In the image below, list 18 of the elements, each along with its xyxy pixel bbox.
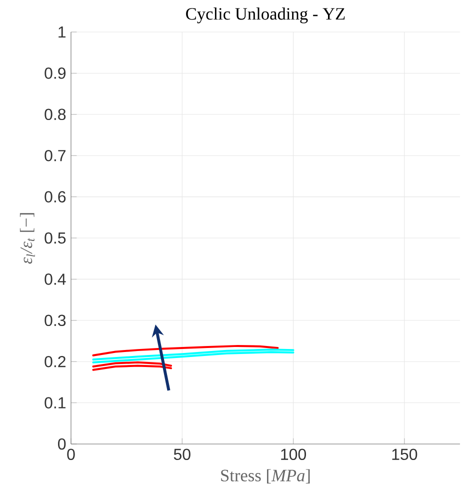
y-tick-label: 0.3 [44, 314, 66, 326]
y-tick-label: 0.4 [44, 274, 66, 285]
y-tick-label: 1 [58, 26, 66, 38]
y-tick-label: 0.5 [44, 232, 66, 244]
y-tick-label: 0.2 [44, 356, 66, 368]
x-tick-label: 100 [281, 448, 306, 460]
x-tick-label: 50 [174, 448, 190, 460]
x-tick-label: 150 [392, 448, 418, 460]
y-tick-label: 0.7 [44, 150, 66, 162]
x-axis-title: Stress [MPa] [221, 469, 310, 484]
chart-title: Cyclic Unloading - YZ [186, 8, 345, 24]
y-tick-label: 0 [58, 438, 66, 450]
text: ε$_{l}$/ε$_{t}$ [−] [20, 213, 35, 264]
y-tick-label: 0.8 [44, 108, 66, 120]
x-tick-label: 0 [67, 448, 75, 460]
y-tick-label: 0.1 [44, 397, 66, 408]
y-tick-label: 0.6 [44, 191, 66, 202]
y-tick-label: 0.9 [44, 68, 66, 79]
